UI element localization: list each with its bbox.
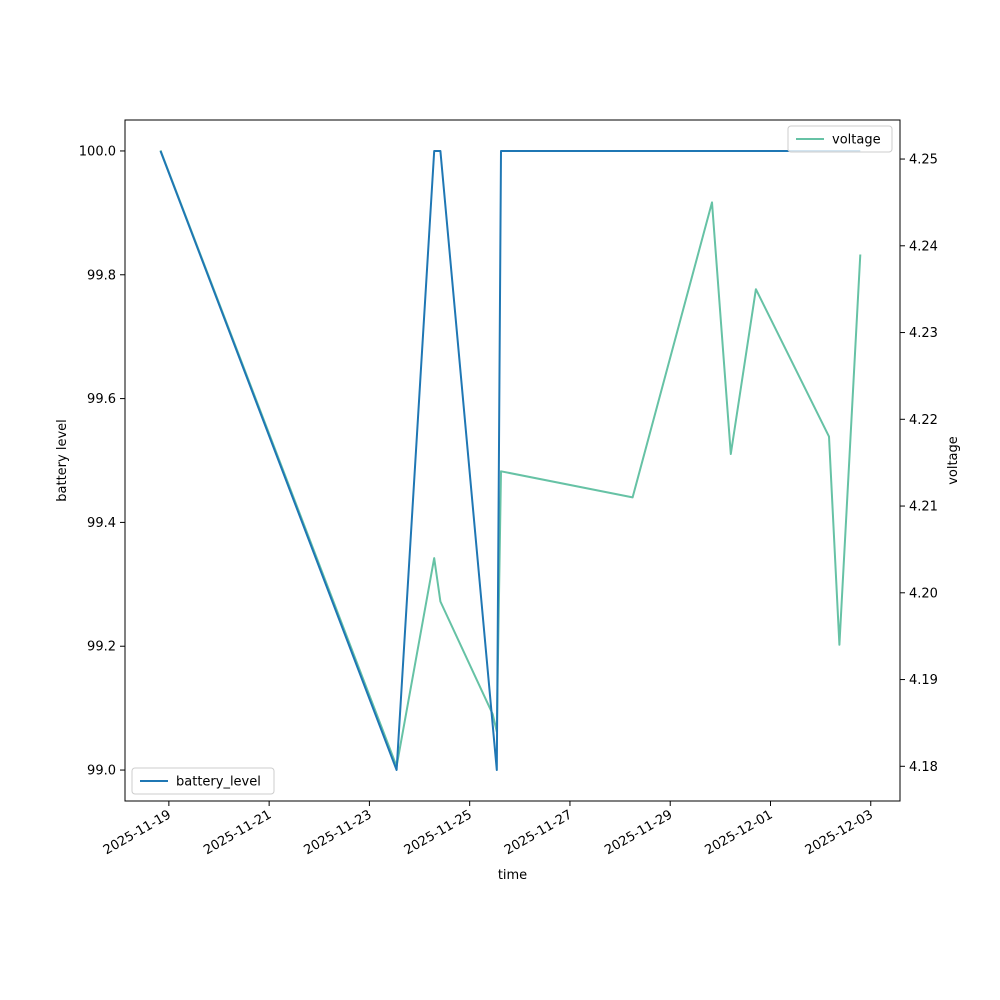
x-axis-label: time xyxy=(498,868,527,883)
y2-tick-label: 4.22 xyxy=(909,413,938,428)
y2-tick-label: 4.21 xyxy=(909,500,938,515)
legend-box xyxy=(131,767,275,795)
legend-box xyxy=(787,125,893,153)
legend-layer: battery_level voltage xyxy=(131,125,893,795)
y2-tick-label: 4.23 xyxy=(909,326,938,341)
y2-tick-label: 4.19 xyxy=(909,673,938,688)
y2-tick-label: 4.24 xyxy=(909,239,938,254)
y-tick-label: 99.0 xyxy=(87,764,116,779)
legend-label: voltage xyxy=(832,133,881,148)
series-line-battery-level xyxy=(159,150,861,771)
plot-frame xyxy=(124,119,901,802)
y2-tick-label: 4.18 xyxy=(909,760,938,775)
y-axis-right: 4.18 4.19 4.20 4.21 4.22 4.23 4.24 4.25 xyxy=(900,153,938,775)
y-tick-label: 99.4 xyxy=(87,516,116,531)
y-tick-label: 99.2 xyxy=(87,640,116,655)
y2-axis-label: voltage xyxy=(946,436,961,485)
y2-tick-label: 4.25 xyxy=(909,153,938,168)
y-axis-label: battery level xyxy=(55,419,70,502)
y-axis-left: 99.0 99.2 99.4 99.6 99.8 100.0 xyxy=(79,144,125,779)
legend-label: battery_level xyxy=(176,775,261,790)
legend-battery-level: battery_level xyxy=(131,767,275,795)
legend-voltage: voltage xyxy=(787,125,893,153)
y2-tick-label: 4.20 xyxy=(909,586,938,601)
y-tick-label: 99.6 xyxy=(87,392,116,407)
y-tick-label: 100.0 xyxy=(79,144,116,159)
y-tick-label: 99.8 xyxy=(87,268,116,283)
series-line-voltage xyxy=(159,150,862,768)
series-layer xyxy=(159,150,862,771)
